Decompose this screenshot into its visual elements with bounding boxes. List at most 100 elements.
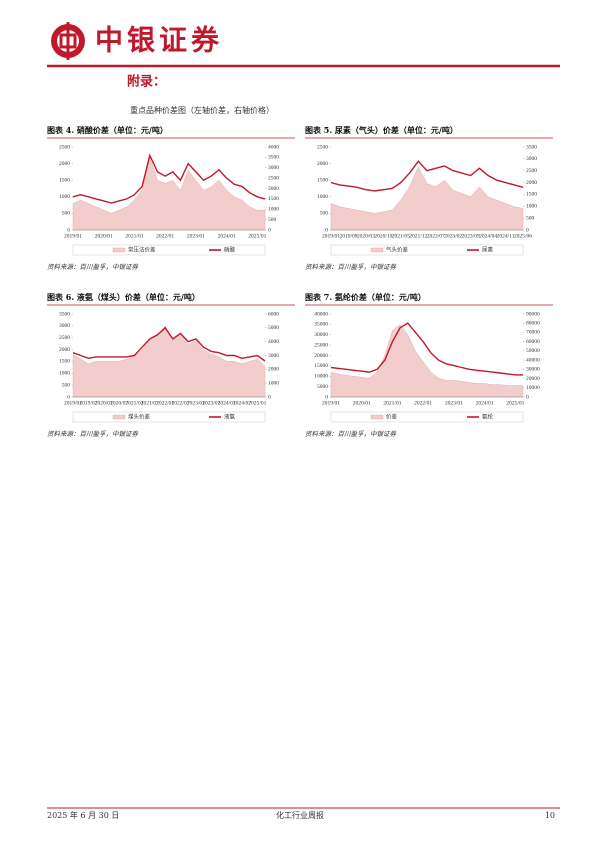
x-tick-label: 2021/07 — [141, 400, 159, 406]
y-tick-label: 0 — [67, 227, 70, 233]
y2-tick-label: 1000 — [526, 204, 537, 210]
x-tick-label: 2022/01 — [156, 233, 174, 239]
y2-tick-label: 2500 — [526, 168, 537, 174]
x-tick-label: 2022/07 — [172, 400, 190, 406]
x-tick-label: 2021/12 — [409, 233, 427, 239]
y2-tick-label: 0 — [268, 227, 271, 233]
legend-label: 尿素 — [482, 245, 494, 253]
y2-tick-label: 10000 — [526, 385, 540, 391]
y2-tick-label: 2000 — [526, 180, 537, 186]
y-tick-label: 15000 — [314, 363, 328, 369]
spread-area — [72, 325, 266, 398]
x-tick-label: 2023/01 — [187, 400, 205, 406]
y-tick-label: 0 — [325, 394, 328, 400]
price-line — [330, 322, 523, 376]
x-tick-label: 2025/01 — [248, 400, 266, 406]
chart-title: 图表 7. 氨纶价差（单位：元/吨） — [305, 292, 426, 302]
x-tick-label: 2025/06 — [514, 233, 532, 239]
x-tick-label: 2024/01 — [218, 400, 236, 406]
y2-tick-label: 3500 — [526, 144, 537, 150]
x-tick-label: 2021/01 — [383, 400, 401, 406]
legend-label: 价差 — [386, 412, 398, 420]
spread-area — [72, 156, 266, 231]
x-tick-label: 2020/07 — [110, 400, 128, 406]
y-tick-label: 500 — [62, 211, 71, 217]
legend-swatch — [112, 414, 126, 420]
chart-title: 图表 6. 液氨（煤头）价差（单位：元/吨） — [47, 292, 200, 302]
y2-tick-label: 6000 — [268, 311, 279, 317]
y-tick-label: 2500 — [317, 144, 328, 150]
y-tick-label: 1500 — [317, 177, 328, 183]
x-tick-label: 2025/01 — [506, 400, 524, 406]
x-tick-label: 2019/01 — [64, 233, 82, 239]
legend-box — [72, 244, 266, 256]
x-tick-label: 2023/01 — [445, 400, 463, 406]
x-tick-label: 2019/01 — [322, 400, 340, 406]
x-tick-label: 2023/07 — [202, 400, 220, 406]
y2-tick-label: 2000 — [268, 367, 279, 373]
y2-tick-label: 4000 — [268, 144, 279, 150]
x-tick-label: 2019/01 — [64, 400, 82, 406]
y-tick-label: 0 — [67, 394, 70, 400]
x-tick-label: 2020/01 — [95, 400, 113, 406]
y-tick-label: 5000 — [317, 384, 328, 390]
y-tick-label: 3000 — [59, 323, 70, 329]
y-tick-label: 1500 — [59, 177, 70, 183]
y-tick-label: 20000 — [314, 353, 328, 359]
legend-box — [330, 411, 524, 423]
chart-title: 图表 4. 硝酸价差（单位：元/吨） — [47, 125, 168, 135]
y-tick-label: 2500 — [59, 335, 70, 341]
source: 资料来源：百川盈孚，中银证券 — [47, 430, 139, 438]
y-tick-label: 35000 — [314, 322, 328, 328]
y2-tick-label: 3500 — [268, 155, 279, 161]
y-tick-label: 2000 — [317, 161, 328, 167]
chart: 图表 7. 氨纶价差（单位：元/吨） 资料来源：百川盈孚，中银证券 0 5000 100… — [305, 292, 553, 438]
y-tick-label: 10000 — [314, 374, 328, 380]
y2-tick-label: 1500 — [268, 196, 279, 202]
x-tick-label: 2024/11 — [497, 233, 515, 239]
y2-tick-label: 70000 — [526, 330, 540, 336]
x-tick-label: 2022/01 — [414, 400, 432, 406]
y-tick-label: 1000 — [59, 371, 70, 377]
y2-tick-label: 80000 — [526, 320, 540, 326]
legend-label: 氨纶 — [482, 412, 494, 420]
y-tick-label: 500 — [320, 211, 329, 217]
y-tick-label: 30000 — [314, 332, 328, 338]
y-tick-label: 40000 — [314, 311, 328, 317]
x-tick-label: 2021/01 — [125, 400, 143, 406]
legend-swatch — [112, 247, 126, 253]
y2-tick-label: 3000 — [526, 156, 537, 162]
y2-tick-label: 2000 — [268, 186, 279, 192]
footer-report: 化工行业周报 — [276, 810, 324, 820]
y2-tick-label: 30000 — [526, 367, 540, 373]
subtitle: 重点品种价差图（左轴价差，右轴价格） — [130, 105, 274, 115]
y2-tick-label: 1000 — [268, 380, 279, 386]
price-line — [72, 153, 266, 204]
x-tick-label: 2023/02 — [444, 233, 462, 239]
y2-tick-label: 90000 — [526, 311, 540, 317]
spread-area — [330, 166, 524, 231]
y2-tick-label: 0 — [526, 394, 529, 400]
legend-label: 煤头价差 — [128, 412, 151, 420]
x-tick-label: 2021/01 — [125, 233, 143, 239]
legend-swatch — [370, 414, 384, 420]
spread-area — [330, 324, 524, 398]
legend-box — [72, 411, 266, 423]
x-tick-label: 2024/01 — [476, 400, 494, 406]
y2-tick-label: 0 — [268, 394, 271, 400]
x-tick-label: 2021/05 — [392, 233, 410, 239]
x-tick-label: 2024/07 — [233, 400, 251, 406]
y-tick-label: 1000 — [317, 194, 328, 200]
x-tick-label: 2019/01 — [322, 233, 340, 239]
y-tick-label: 3500 — [59, 311, 70, 317]
y2-tick-label: 40000 — [526, 357, 540, 363]
price-line — [72, 326, 266, 362]
x-tick-label: 2025/01 — [248, 233, 266, 239]
legend-box — [330, 244, 524, 256]
footer-date: 2025 年 6 月 30 日 — [47, 810, 119, 820]
x-tick-label: 2020/01 — [95, 233, 113, 239]
legend-label: 硝酸 — [224, 245, 236, 253]
page-number: 10 — [545, 811, 555, 820]
chart: 图表 5. 尿素（气头）价差（单位：元/吨） 资料来源：百川盈孚，中银证券 0 500… — [305, 125, 553, 271]
